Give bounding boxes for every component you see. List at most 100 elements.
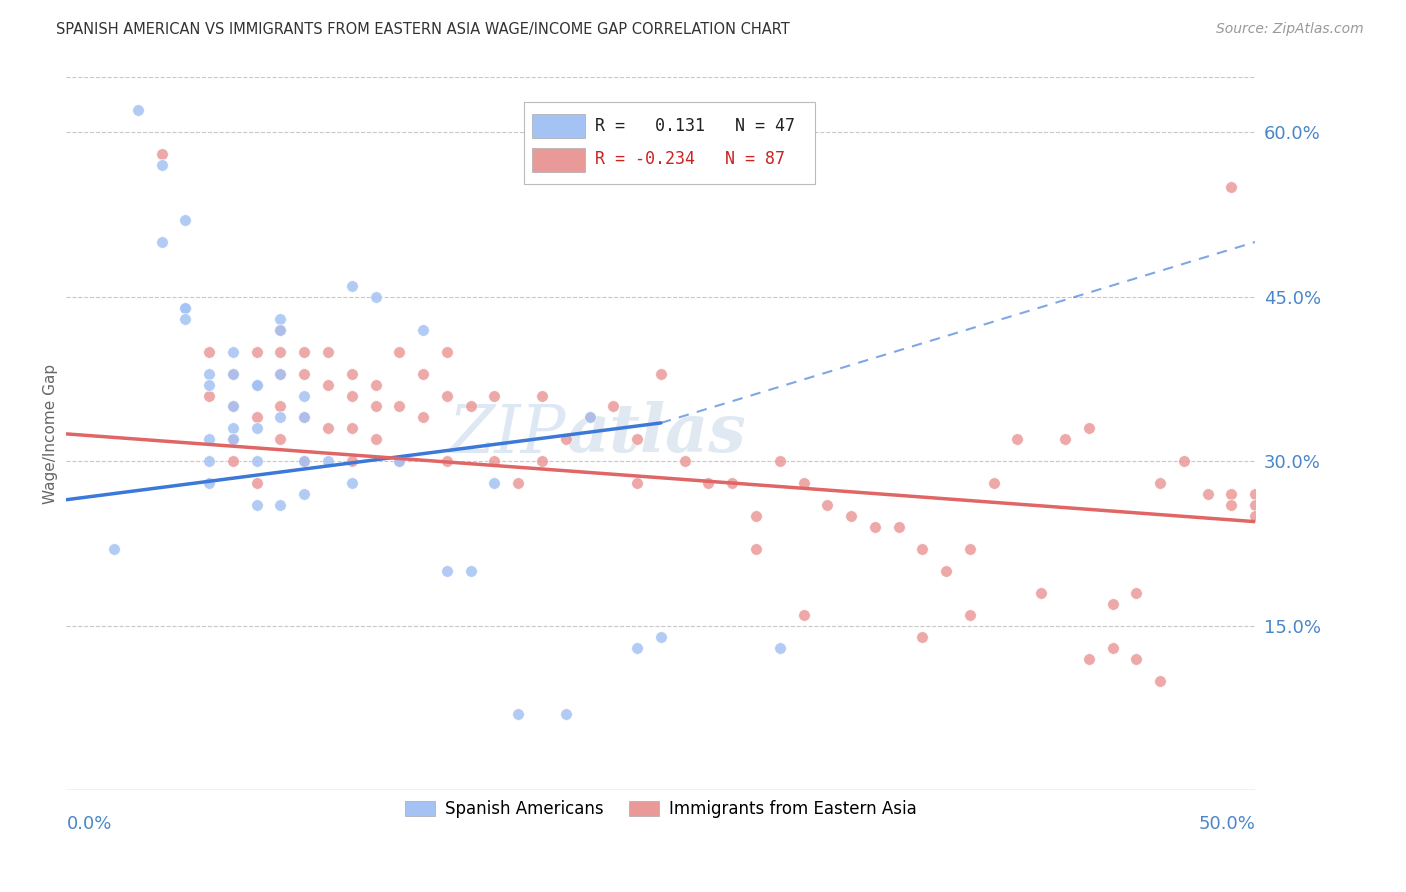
Point bbox=[222, 421, 245, 435]
Point bbox=[246, 498, 269, 512]
Point bbox=[340, 388, 363, 402]
FancyBboxPatch shape bbox=[533, 148, 585, 172]
Point bbox=[269, 344, 291, 359]
Point bbox=[911, 542, 934, 557]
Point bbox=[412, 367, 434, 381]
FancyBboxPatch shape bbox=[524, 103, 815, 185]
Point bbox=[388, 400, 411, 414]
Point bbox=[292, 388, 315, 402]
Point bbox=[269, 323, 291, 337]
Point bbox=[1101, 640, 1123, 655]
Point bbox=[887, 520, 910, 534]
Point bbox=[150, 158, 173, 172]
Point bbox=[388, 454, 411, 468]
Point bbox=[1149, 673, 1171, 688]
Point bbox=[174, 311, 197, 326]
Point bbox=[554, 706, 576, 721]
Point bbox=[650, 630, 672, 644]
Point bbox=[198, 433, 221, 447]
Point bbox=[292, 454, 315, 468]
Point bbox=[1149, 476, 1171, 491]
Point bbox=[174, 301, 197, 315]
Point bbox=[198, 388, 221, 402]
Point bbox=[436, 454, 458, 468]
Point bbox=[863, 520, 886, 534]
Point bbox=[839, 509, 862, 524]
Point bbox=[127, 103, 149, 118]
Point bbox=[1031, 586, 1053, 600]
Point bbox=[436, 388, 458, 402]
Point bbox=[246, 377, 269, 392]
Point bbox=[602, 400, 624, 414]
Y-axis label: Wage/Income Gap: Wage/Income Gap bbox=[44, 364, 58, 504]
Point bbox=[1220, 487, 1243, 501]
Point bbox=[364, 400, 387, 414]
Point bbox=[269, 400, 291, 414]
Point bbox=[198, 344, 221, 359]
Point bbox=[316, 377, 339, 392]
Point bbox=[1077, 652, 1099, 666]
Point bbox=[911, 630, 934, 644]
Point bbox=[460, 400, 482, 414]
Point bbox=[650, 367, 672, 381]
Point bbox=[508, 706, 530, 721]
Point bbox=[721, 476, 744, 491]
Point bbox=[292, 410, 315, 425]
Point bbox=[292, 487, 315, 501]
Point bbox=[554, 433, 576, 447]
Point bbox=[269, 367, 291, 381]
Point bbox=[198, 476, 221, 491]
Point bbox=[626, 476, 648, 491]
Point bbox=[388, 454, 411, 468]
Point bbox=[1053, 433, 1076, 447]
Point bbox=[246, 421, 269, 435]
Text: SPANISH AMERICAN VS IMMIGRANTS FROM EASTERN ASIA WAGE/INCOME GAP CORRELATION CHA: SPANISH AMERICAN VS IMMIGRANTS FROM EAST… bbox=[56, 22, 790, 37]
Point bbox=[340, 454, 363, 468]
Point bbox=[292, 344, 315, 359]
Point bbox=[412, 323, 434, 337]
Text: 50.0%: 50.0% bbox=[1198, 815, 1256, 833]
Point bbox=[792, 607, 814, 622]
Point bbox=[222, 433, 245, 447]
Point bbox=[578, 410, 600, 425]
Point bbox=[340, 278, 363, 293]
Point bbox=[484, 388, 506, 402]
Point bbox=[316, 421, 339, 435]
Point bbox=[388, 344, 411, 359]
Point bbox=[269, 498, 291, 512]
Point bbox=[269, 311, 291, 326]
Point bbox=[578, 410, 600, 425]
Point bbox=[1125, 586, 1147, 600]
Text: atlas: atlas bbox=[565, 401, 745, 467]
Point bbox=[222, 454, 245, 468]
Point bbox=[246, 476, 269, 491]
Point bbox=[626, 433, 648, 447]
Point bbox=[1173, 454, 1195, 468]
Point bbox=[150, 235, 173, 249]
Point bbox=[292, 367, 315, 381]
Point bbox=[484, 476, 506, 491]
Point bbox=[1007, 433, 1029, 447]
Point bbox=[1101, 597, 1123, 611]
Point bbox=[269, 410, 291, 425]
Point bbox=[769, 640, 792, 655]
Point bbox=[292, 410, 315, 425]
Point bbox=[340, 367, 363, 381]
Point bbox=[316, 454, 339, 468]
Point bbox=[222, 433, 245, 447]
Point bbox=[222, 400, 245, 414]
Point bbox=[959, 607, 981, 622]
Point bbox=[246, 344, 269, 359]
Point bbox=[222, 367, 245, 381]
Point bbox=[246, 377, 269, 392]
Point bbox=[959, 542, 981, 557]
Point bbox=[983, 476, 1005, 491]
Point bbox=[745, 509, 768, 524]
Point bbox=[1244, 509, 1267, 524]
Point bbox=[246, 410, 269, 425]
Point bbox=[673, 454, 696, 468]
Text: R =   0.131   N = 47: R = 0.131 N = 47 bbox=[596, 117, 796, 135]
Point bbox=[246, 454, 269, 468]
Point bbox=[1220, 180, 1243, 194]
Point bbox=[460, 564, 482, 578]
